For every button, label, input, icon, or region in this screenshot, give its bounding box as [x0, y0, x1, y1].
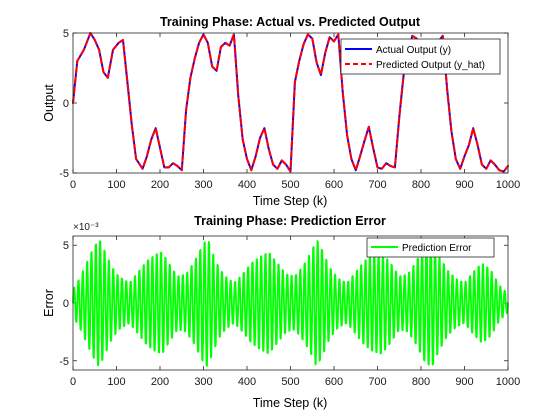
output-x-tick-label: 600 [325, 179, 343, 191]
error-x-tick-label: 500 [281, 376, 299, 388]
output-x-tick-label: 800 [412, 179, 430, 191]
error-y-tick-label: 0 [63, 298, 69, 310]
error-x-axis-label: Time Step (k) [253, 396, 328, 410]
output-legend: Actual Output (y) Predicted Output (y_ha… [341, 39, 500, 74]
error-x-tick-label: 300 [194, 376, 212, 388]
output-x-axis-label: Time Step (k) [253, 194, 328, 208]
output-y-tick-label: -5 [59, 168, 69, 180]
output-y-tick-label: 5 [63, 28, 69, 40]
error-x-tick-label: 600 [325, 376, 343, 388]
error-x-tick-label: 700 [368, 376, 386, 388]
output-x-tick-label: 0 [70, 179, 76, 191]
legend-label-error: Prediction Error [402, 243, 472, 254]
error-y-axis-exponent: ×10⁻³ [73, 222, 99, 233]
error-y-axis-label: Error [42, 289, 56, 317]
error-x-tick-label: 0 [70, 376, 76, 388]
output-y-axis-label: Output [42, 84, 56, 122]
output-x-tick-label: 100 [107, 179, 125, 191]
error-x-tick-label: 900 [455, 376, 473, 388]
error-x-tick-label: 200 [151, 376, 169, 388]
output-x-tick-label: 900 [455, 179, 473, 191]
error-x-tick-label: 1000 [496, 376, 520, 388]
error-chart-title: Training Phase: Prediction Error [194, 214, 386, 228]
output-y-tick-label: 0 [63, 98, 69, 110]
error-y-tick-label: -5 [59, 356, 69, 368]
error-x-tick-label: 100 [107, 376, 125, 388]
output-x-tick-label: 700 [368, 179, 386, 191]
legend-label-actual: Actual Output (y) [376, 45, 451, 56]
error-legend: Prediction Error [367, 238, 494, 257]
legend-label-predicted: Predicted Output (y_hat) [376, 60, 485, 71]
output-x-tick-label: 1000 [496, 179, 520, 191]
error-x-tick-label: 400 [238, 376, 256, 388]
output-chart-title: Training Phase: Actual vs. Predicted Out… [160, 15, 421, 29]
error-y-tick-label: 5 [63, 240, 69, 252]
error-x-tick-label: 800 [412, 376, 430, 388]
output-x-tick-label: 300 [194, 179, 212, 191]
output-x-tick-label: 400 [238, 179, 256, 191]
output-x-tick-label: 200 [151, 179, 169, 191]
output-x-tick-label: 500 [281, 179, 299, 191]
